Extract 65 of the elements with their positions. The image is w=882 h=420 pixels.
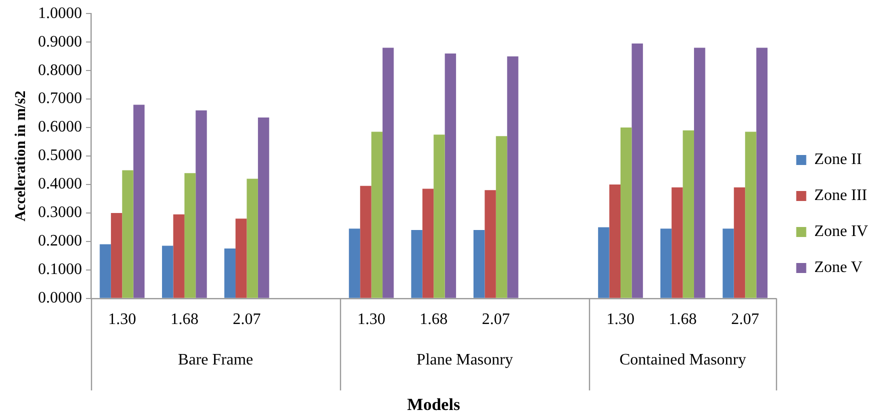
bar — [444, 53, 456, 298]
bar — [682, 130, 694, 298]
x-tick-label: 1.30 — [357, 311, 386, 328]
x-axis-title: Models — [407, 395, 460, 414]
bar — [100, 244, 111, 298]
bar — [184, 173, 196, 298]
bar — [507, 56, 518, 298]
y-tick-label: 0.0000 — [38, 290, 82, 307]
y-axis-title: Acceleration in m/s2 — [12, 90, 29, 222]
y-tick-label: 0.4000 — [38, 176, 82, 193]
bar — [620, 128, 632, 298]
y-tick-label: 0.2000 — [38, 232, 82, 250]
bar — [609, 184, 621, 298]
legend-label: Zone IV — [814, 223, 868, 240]
y-tick-label: 0.8000 — [38, 62, 82, 79]
bar — [371, 132, 383, 298]
bar — [411, 230, 422, 298]
y-tick-label: 1.0000 — [38, 4, 82, 22]
x-tick-label: 2.07 — [482, 311, 510, 328]
x-tick-label: 1.30 — [108, 311, 136, 328]
x-tick-label: 2.07 — [232, 311, 261, 328]
bar — [672, 187, 683, 298]
bar — [734, 187, 746, 298]
bar — [496, 136, 508, 298]
x-tick-label: 1.68 — [668, 311, 697, 328]
bar — [694, 48, 706, 298]
bar — [422, 188, 434, 298]
x-tick-label: 2.07 — [731, 311, 760, 328]
y-tick-label: 0.9000 — [38, 33, 82, 50]
legend-label: Zone V — [814, 259, 863, 276]
x-tick-label: 1.30 — [606, 311, 635, 328]
y-tick-label: 0.3000 — [38, 204, 82, 222]
bar — [382, 48, 394, 298]
text: Plane Masonry — [416, 352, 513, 369]
x-tick-label: 1.68 — [170, 311, 198, 328]
bar — [632, 44, 643, 298]
bar — [122, 170, 134, 298]
text: Contained Masonry — [619, 352, 746, 369]
y-tick-label: 0.5000 — [38, 147, 82, 164]
legend-label: Zone III — [814, 187, 868, 204]
bar — [246, 178, 258, 298]
bar — [162, 246, 174, 298]
text: Bare Frame — [178, 352, 254, 369]
bar — [434, 134, 445, 298]
bar — [598, 227, 610, 298]
bar — [473, 230, 485, 298]
bar — [110, 212, 122, 298]
bar — [360, 186, 372, 298]
bar — [484, 190, 496, 298]
bar — [660, 228, 672, 298]
bar — [133, 104, 145, 298]
y-tick-label: 0.6000 — [38, 118, 82, 136]
legend-label: Zone II — [814, 151, 862, 168]
bar — [173, 214, 184, 298]
bar — [224, 248, 236, 298]
bar — [756, 48, 768, 298]
bar — [236, 218, 247, 298]
bar — [196, 110, 207, 298]
bar — [258, 118, 270, 298]
bar — [745, 132, 756, 298]
y-tick-label: 0.7000 — [38, 90, 82, 108]
bar — [722, 228, 734, 298]
x-tick-label: 1.68 — [420, 311, 448, 328]
y-tick-label: 0.1000 — [38, 261, 82, 278]
bar — [348, 228, 360, 298]
